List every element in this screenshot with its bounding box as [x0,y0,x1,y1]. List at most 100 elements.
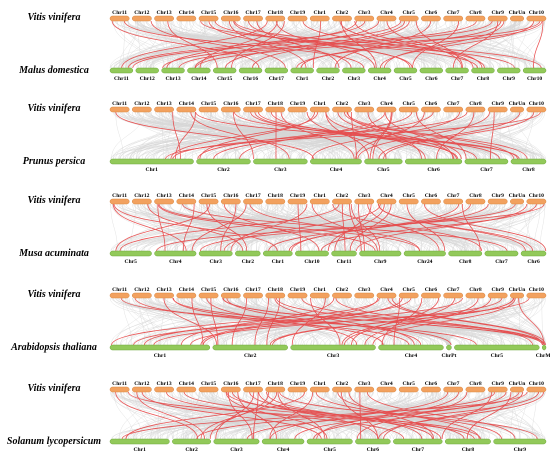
collinear-link [251,203,257,252]
top-chromosome-label: Chr4 [380,193,393,199]
gene-pair-link [350,203,381,252]
bottom-chromosome-label: Chr1 [296,76,309,82]
synteny-panel: Chr11 Chr12 Chr13 Chr14 Chr15 Chr16 Chr17 Chr18… [23,101,547,173]
bottom-chromosome-bar [522,67,547,74]
gene-pair-link [391,297,546,346]
top-chromosome-label: Chr3 [358,381,371,387]
top-chromosome-bar [287,198,308,205]
top-chromosome-label: Chr16 [223,10,238,16]
collinear-link [386,297,539,346]
collinear-link [203,203,239,252]
collinear-link [238,203,498,252]
gene-pair-link [310,297,341,346]
top-chromosome-label: Chr2 [336,101,349,107]
collinear-link [483,111,520,160]
top-chromosome-label: Chr11 [112,287,127,293]
collinear-link [118,20,277,69]
gene-pair-link [119,203,340,252]
gene-pair-link [378,391,545,440]
top-chromosome-bar [510,198,525,205]
collinear-link [277,203,284,252]
top-chromosome-label: Chr14 [179,381,194,387]
bottom-chromosome-label: Chr11 [114,76,129,82]
top-chromosome-bar [243,386,263,393]
top-chromosome-bar [421,386,441,393]
top-chromosome-label: Chr13 [156,287,171,293]
gene-pair-link [166,20,357,69]
bottom-chromosome-label: Chr5 [491,353,504,359]
collinear-link [448,111,522,160]
bottom-chromosome-bar [263,250,293,257]
gene-pair-link [239,111,386,160]
collinear-link [430,203,488,252]
top-chromosome-label: Chr11 [112,381,127,387]
top-chromosome-label: Chr1 [314,10,327,16]
gene-pair-link [341,297,455,346]
collinear-link [182,297,431,346]
top-chromosome-bar [265,106,286,113]
top-chromosome-label: Chr10 [529,193,544,199]
collinear-link [301,203,468,252]
collinear-link [224,111,240,160]
top-chromosome-bar [354,386,375,393]
collinear-link [222,297,287,346]
top-chromosome-bar [176,198,197,205]
gene-pair-link [223,203,320,252]
bottom-chromosome-bar [238,67,263,74]
collinear-link [469,391,497,440]
gene-pair-link [223,203,381,252]
top-chromosome-bar [332,106,352,113]
top-chromosome-bar [287,15,308,22]
top-chromosome-bar [176,15,197,22]
bottom-chromosome-bar [364,158,403,165]
collinear-link [166,20,181,69]
gene-pair-link [210,297,219,346]
collinear-link [253,111,305,160]
gene-pair-link [300,20,502,69]
bottom-chromosome-bar [542,344,547,351]
top-chromosome-bar [220,15,241,22]
top-chromosome-bar [309,106,330,113]
gene-pair-link [121,391,528,440]
collinear-link [210,111,240,160]
top-chromosome-bar [443,198,464,205]
collinear-link [487,203,501,252]
gene-pair-link [125,391,306,440]
bottom-chromosome-bar [510,158,547,165]
top-chromosome-bar [154,106,174,113]
gene-pair-link [158,203,420,252]
bottom-chromosome-bar [172,438,212,445]
top-species-label: Vitis vinifera [27,195,80,206]
collinear-link [444,391,485,440]
highlighted-links [112,203,547,252]
gene-pair-link [359,391,362,440]
gene-pair-link [364,297,479,346]
top-chromosome-bar [109,198,130,205]
top-chromosome-bar [109,292,130,299]
collinear-link [404,391,427,440]
collinear-link [446,297,505,346]
bottom-chromosome-bar [253,158,308,165]
gene-pair-link [190,111,290,160]
collinear-link [479,20,517,69]
collinear-link [255,297,477,346]
top-chromosome-label: Chr12 [134,381,149,387]
collinear-link [482,391,486,440]
bottom-species-label: Malus domestica [18,65,89,76]
top-chromosome-bar [376,106,397,113]
gene-pair-link [253,391,259,440]
top-chromosome-bar [131,15,152,22]
top-chromosome-label: Chr4 [380,381,393,387]
top-chromosome-label: ChrUn [509,101,527,107]
top-chromosome-label: Chr12 [134,287,149,293]
gene-pair-link [311,203,378,252]
collinear-link [129,20,300,69]
collinear-link [474,203,504,252]
bottom-chromosome-bar [419,67,443,74]
top-chromosome-bar [332,292,352,299]
bottom-chromosome-label: Chr2 [242,259,255,265]
top-chromosome-bar [243,198,263,205]
collinear-link [203,203,361,252]
top-chromosome-bar [309,15,330,22]
top-chromosome-bar [398,15,419,22]
